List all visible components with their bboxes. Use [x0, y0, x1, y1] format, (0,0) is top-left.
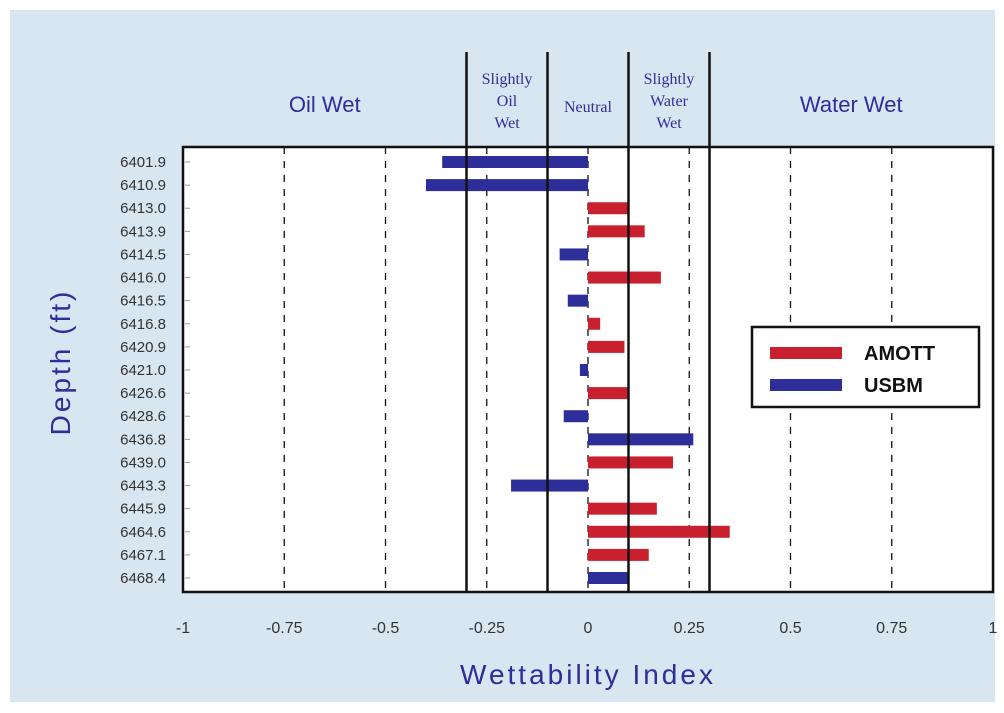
- zone-labels: Oil Wet Slightly Oil Wet Neutral Slightly Wate…: [289, 71, 903, 132]
- y-tick-label: 6436.8: [120, 431, 166, 448]
- legend-swatch: [770, 379, 842, 391]
- y-tick-label: 6413.9: [120, 223, 166, 240]
- legend: AMOTT USBM: [750, 325, 981, 409]
- bar-usbm: [588, 433, 694, 446]
- y-tick-labels: 6401.9 6410.9 6413.0 6413.9 6414.5 6416.0 6416…: [120, 154, 190, 587]
- bar-usbm: [559, 248, 588, 261]
- y-tick-label: 6416.8: [120, 316, 166, 333]
- bar-amott: [588, 525, 730, 538]
- bar-amott: [588, 456, 674, 469]
- y-tick-label: 6414.5: [120, 246, 166, 263]
- x-tick-label: 0: [584, 620, 593, 637]
- zone-label: Slightly: [644, 71, 695, 88]
- x-tick-label: 1: [989, 620, 998, 637]
- x-tick-label: -1: [176, 620, 190, 637]
- y-tick-label: 6410.9: [120, 177, 166, 194]
- bar-usbm: [511, 479, 588, 492]
- y-tick-label: 6428.6: [120, 408, 166, 425]
- y-axis-title: Depth (ft): [45, 289, 76, 436]
- bar-amott: [588, 502, 657, 515]
- y-tick-label: 6413.0: [120, 200, 166, 217]
- legend-swatch: [770, 347, 842, 359]
- zone-label: Water: [650, 93, 688, 110]
- bar-amott: [588, 225, 645, 238]
- y-tick-label: 6468.4: [120, 570, 166, 587]
- x-tick-label: -0.25: [469, 620, 506, 637]
- x-tick-label: -0.5: [372, 620, 400, 637]
- zone-label: Slightly: [482, 71, 533, 88]
- y-tick-label: 6401.9: [120, 154, 166, 171]
- y-tick-label: 6426.6: [120, 385, 166, 402]
- zone-label: Water Wet: [800, 92, 903, 117]
- bar-usbm: [579, 364, 588, 376]
- bar-amott: [588, 202, 629, 215]
- bar-usbm: [563, 410, 588, 423]
- x-tick-label: 0.5: [779, 620, 801, 637]
- x-tick-labels: -1 -0.75 -0.5 -0.25 0 0.25 0.5 0.75 1: [176, 620, 998, 637]
- x-tick-label: -0.75: [266, 620, 303, 637]
- y-tick-label: 6420.9: [120, 339, 166, 356]
- y-tick-label: 6439.0: [120, 454, 166, 471]
- zone-boundaries: [465, 52, 711, 592]
- y-tick-label: 6464.6: [120, 524, 166, 541]
- legend-box: [750, 325, 981, 409]
- bar-amott: [588, 387, 629, 400]
- zone-label: Wet: [494, 115, 520, 132]
- y-tick-label: 6416.0: [120, 270, 166, 287]
- y-tick-label: 6443.3: [120, 478, 166, 495]
- y-tick-label: 6416.5: [120, 293, 166, 310]
- bar-usbm: [588, 572, 629, 584]
- bar-usbm: [426, 179, 588, 192]
- y-tick-label: 6421.0: [120, 362, 166, 379]
- bar-amott: [588, 340, 625, 353]
- zone-label: Oil Wet: [289, 92, 361, 117]
- legend-label: USBM: [864, 375, 923, 397]
- bar-amott: [588, 548, 649, 561]
- x-tick-label: 0.25: [674, 620, 705, 637]
- zone-label: Neutral: [564, 99, 613, 116]
- bar-amott: [588, 317, 601, 330]
- bar-amott: [588, 271, 661, 284]
- zone-label: Wet: [656, 115, 682, 132]
- y-tick-label: 6445.9: [120, 501, 166, 518]
- zone-label: Oil: [497, 93, 518, 110]
- x-tick-label: 0.75: [876, 620, 907, 637]
- y-tick-label: 6467.1: [120, 547, 166, 564]
- grid-lines: [283, 147, 893, 592]
- legend-label: AMOTT: [864, 343, 935, 365]
- x-axis-title: Wettability Index: [460, 659, 716, 690]
- bar-usbm: [442, 156, 588, 168]
- bar-usbm: [567, 294, 588, 307]
- plot-frame: [181, 145, 995, 594]
